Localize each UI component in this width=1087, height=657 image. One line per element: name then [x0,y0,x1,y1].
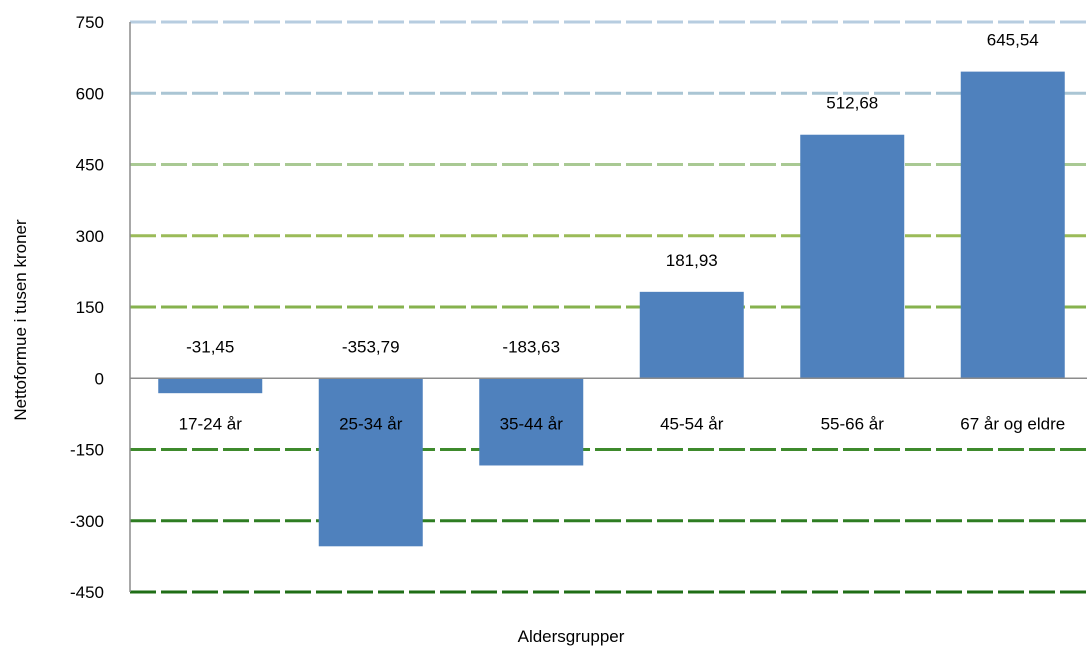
bar [479,378,584,466]
y-tick-labels: 750 600 450 300 150 0 -150 -300 -450 [70,13,104,602]
category-label: 67 år og eldre [960,414,1065,433]
y-tick-label: 0 [95,369,104,388]
gridlines [130,20,1087,594]
y-tick-label: -450 [70,583,104,602]
data-label: -183,63 [502,337,560,356]
y-tick-label: 300 [76,227,104,246]
x-axis-title: Aldersgrupper [518,627,625,646]
category-label: 25-34 år [339,414,403,433]
data-label: 181,93 [666,251,718,270]
bar [639,291,744,379]
y-tick-label: 750 [76,13,104,32]
category-label: 17-24 år [179,414,243,433]
category-labels: 17-24 år 25-34 år 35-44 år 45-54 år 55-66 år… [179,414,1066,433]
y-tick-label: 150 [76,298,104,317]
bar [158,378,263,394]
data-label: -353,79 [342,337,400,356]
bars [158,71,1065,547]
bar [800,134,905,379]
category-label: 55-66 år [821,414,885,433]
category-label: 35-44 år [500,414,564,433]
data-label: 512,68 [826,94,878,113]
y-tick-label: 450 [76,156,104,175]
y-axis-title: Nettoformue i tusen kroner [11,219,30,421]
data-label: -31,45 [186,337,234,356]
y-tick-label: -150 [70,441,104,460]
bar [318,378,423,547]
y-tick-label: 600 [76,84,104,103]
y-tick-label: -300 [70,512,104,531]
bar [960,71,1065,379]
category-label: 45-54 år [660,414,724,433]
data-label: 645,54 [987,31,1039,50]
data-labels: -31,45 -353,79 -183,63 181,93 512,68 645,54 [186,31,1039,357]
